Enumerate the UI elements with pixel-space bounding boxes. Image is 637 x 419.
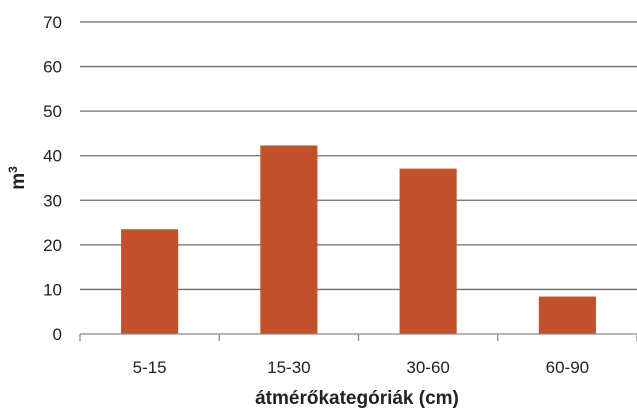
y-tick-label-10: 10 (43, 280, 62, 299)
y-axis-title: m3 (6, 166, 29, 190)
x-tick-label-5-15: 5-15 (133, 358, 167, 377)
y-tick-label-0: 0 (53, 325, 62, 344)
x-axis-title: átmérőkategóriák (cm) (255, 388, 459, 409)
bar-5-15 (121, 229, 179, 334)
bar-30-60 (399, 168, 457, 334)
x-axis (79, 333, 637, 341)
y-tick-label-30: 30 (43, 191, 62, 210)
x-tick-label-15-30: 15-30 (267, 358, 310, 377)
bar-60-90 (538, 296, 596, 334)
y-axis-title-unit: m (8, 173, 29, 190)
y-tick-label-70: 70 (43, 13, 62, 32)
y-axis-title-exponent: 3 (6, 166, 20, 173)
bar-15-30 (260, 145, 318, 334)
y-tick-label-60: 60 (43, 58, 62, 77)
y-axis-ticks: 0 10 20 30 40 50 60 70 (43, 13, 62, 344)
y-tick-label-20: 20 (43, 236, 62, 255)
x-axis-ticks: 5-15 15-30 30-60 60-90 (133, 358, 590, 377)
y-tick-label-40: 40 (43, 147, 62, 166)
x-tick-label-30-60: 30-60 (406, 358, 449, 377)
y-tick-label-50: 50 (43, 102, 62, 121)
x-tick-label-60-90: 60-90 (546, 358, 589, 377)
bars (121, 145, 596, 334)
